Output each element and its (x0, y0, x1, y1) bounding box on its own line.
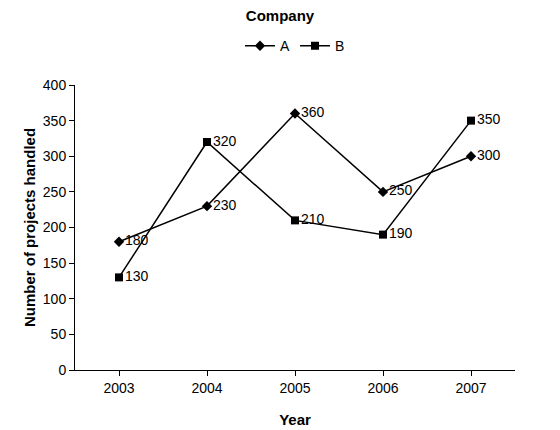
svg-text:210: 210 (301, 211, 325, 227)
svg-text:A: A (280, 38, 290, 54)
svg-text:190: 190 (389, 225, 413, 241)
svg-text:Number of projects handled: Number of projects handled (21, 128, 38, 327)
svg-text:230: 230 (213, 197, 237, 213)
svg-text:400: 400 (43, 77, 67, 93)
svg-text:0: 0 (58, 362, 66, 378)
svg-text:300: 300 (43, 148, 67, 164)
svg-text:B: B (335, 38, 344, 54)
svg-text:2007: 2007 (455, 380, 486, 396)
svg-text:100: 100 (43, 291, 67, 307)
svg-text:150: 150 (43, 255, 67, 271)
svg-text:300: 300 (477, 147, 501, 163)
svg-text:Year: Year (279, 411, 311, 428)
svg-text:320: 320 (213, 133, 237, 149)
svg-text:350: 350 (477, 111, 501, 127)
svg-text:2005: 2005 (279, 380, 310, 396)
svg-text:360: 360 (301, 104, 325, 120)
svg-text:130: 130 (125, 268, 149, 284)
svg-text:250: 250 (43, 184, 67, 200)
svg-text:180: 180 (125, 232, 149, 248)
svg-text:200: 200 (43, 219, 67, 235)
svg-text:350: 350 (43, 113, 67, 129)
svg-text:250: 250 (389, 182, 413, 198)
svg-text:Company: Company (246, 7, 315, 24)
svg-text:2003: 2003 (103, 380, 134, 396)
svg-text:50: 50 (51, 326, 67, 342)
svg-text:2004: 2004 (191, 380, 222, 396)
svg-text:2006: 2006 (367, 380, 398, 396)
